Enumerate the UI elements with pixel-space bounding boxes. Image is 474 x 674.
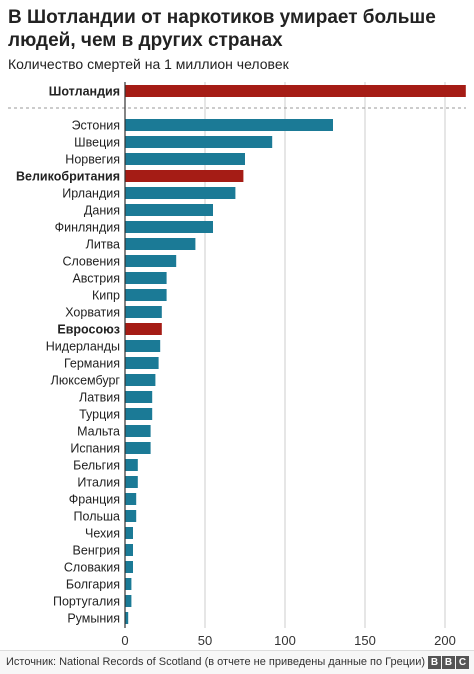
- bar: [125, 170, 244, 182]
- category-label: Мальта: [77, 425, 120, 439]
- category-label: Польша: [74, 510, 120, 524]
- bar: [125, 459, 138, 471]
- bar: [125, 306, 162, 318]
- bar: [125, 323, 162, 335]
- category-label: Словакия: [64, 561, 120, 575]
- bar: [125, 153, 245, 165]
- logo-letter: B: [442, 656, 455, 669]
- category-label: Бельгия: [73, 459, 120, 473]
- category-label: Финляндия: [55, 221, 120, 235]
- category-label: Словения: [62, 255, 120, 269]
- category-label: Чехия: [85, 527, 120, 541]
- x-tick-label: 100: [274, 633, 296, 648]
- category-label: Турция: [79, 408, 120, 422]
- category-label: Австрия: [72, 272, 120, 286]
- chart-subtitle: Количество смертей на 1 миллион человек: [8, 56, 289, 72]
- bar: [125, 221, 213, 233]
- bar: [125, 255, 177, 267]
- bar: [125, 544, 133, 556]
- bar: [125, 561, 133, 573]
- category-label: Германия: [64, 357, 120, 371]
- category-label: Португалия: [53, 595, 120, 609]
- category-label: Норвегия: [65, 153, 120, 167]
- bar: [125, 510, 137, 522]
- category-label: Нидерланды: [46, 340, 120, 354]
- category-label: Швеция: [74, 136, 120, 150]
- bar: [125, 527, 133, 539]
- bar: [125, 425, 151, 437]
- bar: [125, 289, 167, 301]
- bar: [125, 493, 137, 505]
- bar: [125, 578, 132, 590]
- category-label: Франция: [69, 493, 120, 507]
- bar: [125, 187, 236, 199]
- bar: [125, 476, 138, 488]
- bar: [125, 85, 466, 97]
- bar-chart: Шотландия Эстония Швеция Норвегия Великобрит…: [8, 82, 466, 648]
- category-label: Хорватия: [65, 306, 120, 320]
- bar: [125, 408, 153, 420]
- category-label: Люксембург: [51, 374, 121, 388]
- x-tick-label: 50: [198, 633, 212, 648]
- category-label: Великобритания: [16, 170, 120, 184]
- bar: [125, 595, 132, 607]
- category-label: Шотландия: [49, 85, 120, 99]
- chart-title: В Шотландии от наркотиков умирает больше…: [8, 7, 436, 51]
- category-label: Венгрия: [73, 544, 120, 558]
- category-label: Евросоюз: [57, 323, 120, 337]
- category-label: Испания: [70, 442, 120, 456]
- bar: [125, 272, 167, 284]
- bar: [125, 612, 129, 624]
- category-label: Эстония: [72, 119, 120, 133]
- category-label: Кипр: [92, 289, 120, 303]
- category-label: Румыния: [67, 612, 120, 626]
- bar: [125, 374, 156, 386]
- bar: [125, 442, 151, 454]
- bar: [125, 238, 196, 250]
- category-label: Литва: [86, 238, 120, 252]
- bar: [125, 340, 161, 352]
- bar: [125, 204, 213, 216]
- logo-letter: B: [428, 656, 441, 669]
- bar: [125, 357, 159, 369]
- footer: Источник: National Records of Scotland (…: [0, 650, 474, 674]
- category-label: Дания: [84, 204, 120, 218]
- x-tick-label: 200: [434, 633, 456, 648]
- logo-letter: C: [456, 656, 469, 669]
- bbc-logo: B B C: [428, 656, 469, 669]
- x-tick-label: 0: [121, 633, 128, 648]
- source-note: Источник: National Records of Scotland (…: [6, 656, 426, 668]
- category-label: Италия: [77, 476, 120, 490]
- category-label: Болгария: [66, 578, 120, 592]
- bar: [125, 391, 153, 403]
- category-label: Латвия: [79, 391, 120, 405]
- bar: [125, 119, 333, 131]
- x-tick-label: 150: [354, 633, 376, 648]
- bar: [125, 136, 273, 148]
- category-label: Ирландия: [62, 187, 120, 201]
